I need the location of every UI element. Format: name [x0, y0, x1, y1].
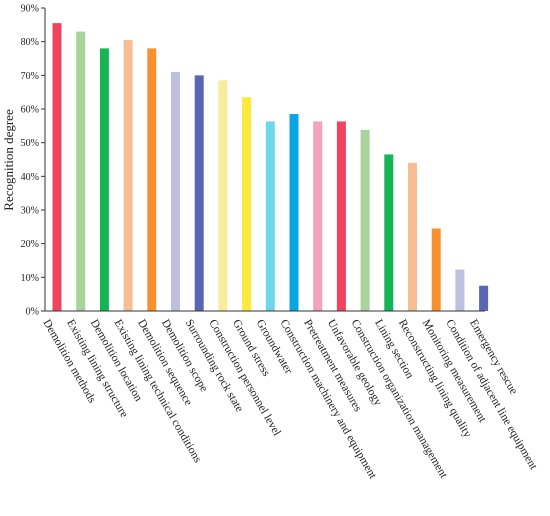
- bar: [194, 75, 204, 311]
- bar: [336, 121, 346, 311]
- bar: [218, 80, 228, 311]
- bar: [242, 97, 252, 311]
- y-tick-label: 20%: [21, 239, 39, 250]
- bar: [384, 154, 394, 311]
- bar: [171, 71, 180, 311]
- bar: [479, 285, 489, 311]
- bar: [265, 121, 275, 311]
- y-axis-ticks: 0% 10% 20% 30% 40% 50% 60% 70% 80% 90%: [21, 4, 45, 318]
- y-tick-label: 10%: [21, 273, 39, 284]
- bar: [455, 269, 465, 311]
- y-tick-label: 30%: [21, 206, 39, 217]
- bar: [76, 31, 86, 312]
- bar: [289, 114, 299, 311]
- y-tick-label: 70%: [21, 71, 39, 82]
- y-axis-title: Recognition degree: [1, 109, 16, 211]
- bar: [123, 39, 133, 311]
- y-tick-label: 0%: [26, 307, 39, 318]
- bars: [52, 23, 489, 312]
- y-tick-label: 90%: [21, 4, 39, 15]
- bar: [431, 228, 441, 311]
- y-tick-label: 50%: [21, 138, 39, 149]
- y-tick-label: 80%: [21, 37, 39, 48]
- bar: [408, 162, 417, 311]
- bar: [147, 48, 157, 312]
- bar: [52, 23, 62, 312]
- bar: [99, 48, 109, 312]
- bar: [313, 121, 323, 311]
- bar: [360, 129, 370, 311]
- y-tick-label: 60%: [21, 105, 39, 116]
- y-tick-label: 40%: [21, 172, 39, 183]
